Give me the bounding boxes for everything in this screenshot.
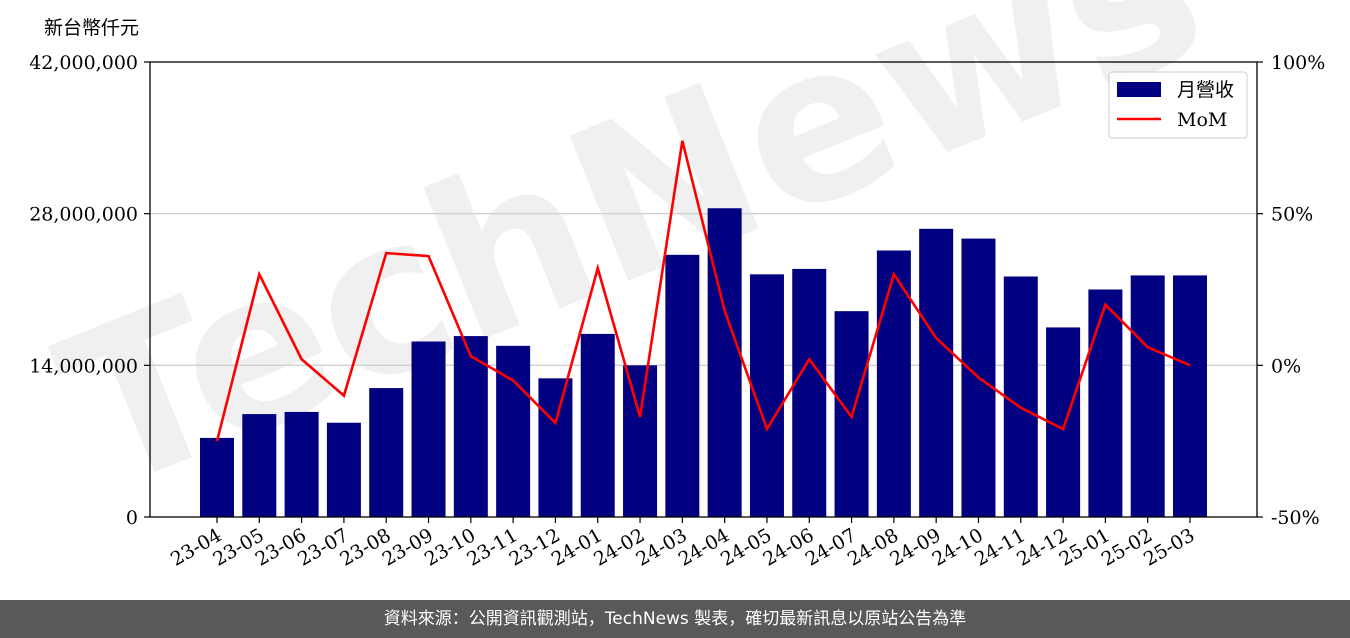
legend-label-revenue: 月營收 bbox=[1177, 79, 1234, 101]
y-left-tick-label: 28,000,000 bbox=[29, 204, 138, 226]
y-right-tick-label: 100% bbox=[1271, 52, 1325, 74]
chart: TechNews 0 14,000,000 28,000,000 42,000,000-… bbox=[29, 0, 1325, 571]
revenue-bar bbox=[1003, 276, 1038, 517]
revenue-bar bbox=[242, 414, 277, 517]
y-unit-label: 新台幣仟元 bbox=[44, 17, 139, 39]
revenue-bar bbox=[1088, 289, 1123, 517]
plot-frame bbox=[149, 61, 1258, 518]
legend-label-mom: MoM bbox=[1177, 109, 1227, 131]
y-left-tick-label: 14,000,000 bbox=[29, 355, 138, 377]
revenue-bar bbox=[369, 388, 404, 517]
revenue-bar bbox=[200, 437, 234, 517]
revenue-bar bbox=[919, 228, 954, 518]
revenue-bar bbox=[1130, 275, 1165, 517]
revenue-bar bbox=[496, 345, 531, 517]
revenue-bar bbox=[665, 254, 700, 518]
chart-svg: TechNews014,000,00028,000,00042,000,000-… bbox=[29, 0, 1325, 571]
legend-swatch-revenue bbox=[1117, 82, 1161, 97]
revenue-bar bbox=[411, 341, 446, 517]
revenue-bar bbox=[453, 336, 488, 517]
revenue-bar bbox=[1173, 275, 1207, 517]
revenue-bar bbox=[623, 365, 658, 517]
y-left-tick-label: 0 bbox=[126, 507, 138, 529]
revenue-bar bbox=[792, 268, 827, 517]
revenue-bar bbox=[284, 411, 319, 517]
y-left-tick-label: 42,000,000 bbox=[29, 52, 138, 74]
revenue-bar bbox=[580, 333, 615, 517]
y-right-tick-label: -50% bbox=[1271, 507, 1320, 529]
revenue-bar bbox=[538, 378, 573, 517]
revenue-bar bbox=[326, 422, 361, 517]
revenue-bar bbox=[876, 250, 911, 517]
mom-line bbox=[215, 140, 1191, 442]
y-right-tick-label: 50% bbox=[1271, 204, 1313, 226]
source-footer: 資料來源：公開資訊觀測站，TechNews 製表，確切最新訊息以原站公告為準 bbox=[0, 600, 1350, 638]
revenue-bar bbox=[707, 208, 742, 517]
y-right-tick-label: 0% bbox=[1271, 355, 1301, 377]
